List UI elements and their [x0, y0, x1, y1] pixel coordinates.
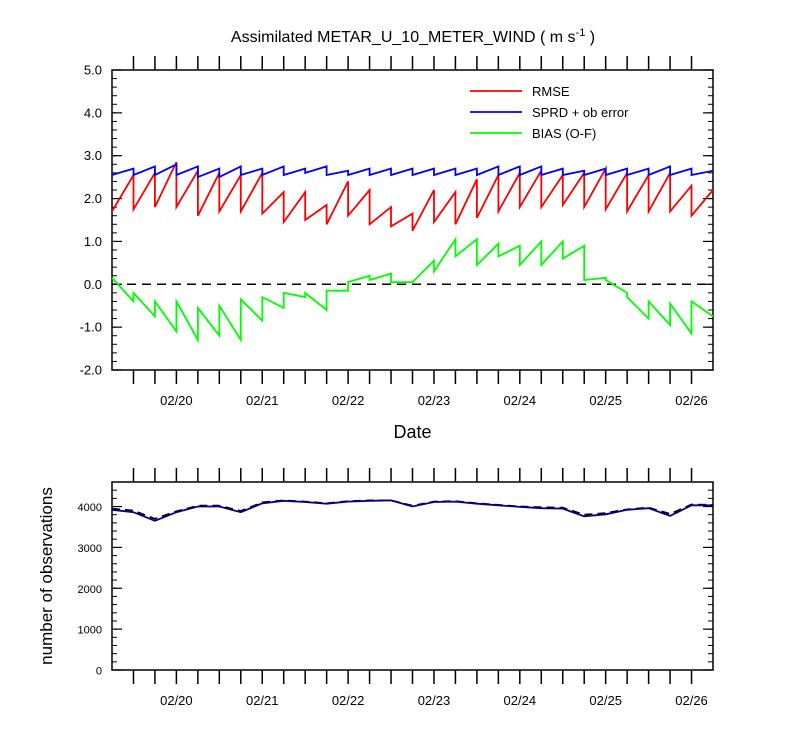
x-tick-label: 02/26 [675, 393, 708, 408]
x-tick-label: 02/23 [418, 393, 451, 408]
series-line-bias-o-f [111, 236, 714, 344]
y-tick-label: 0 [96, 666, 102, 678]
chart-title-tail: ) [585, 29, 595, 46]
series-line-solid-1 [111, 499, 713, 522]
bottom-panel: 0 1000 2000 3000 4000 02/20 02/21 02/22 02/23 02/… [37, 468, 714, 708]
y-tick-label: -2.0 [80, 363, 102, 378]
x-tick-label: 02/21 [246, 693, 279, 708]
legend-label: SPRD + ob error [532, 105, 629, 120]
y-tick-label: 2.0 [84, 191, 102, 206]
y-tick-label: 3000 [78, 543, 102, 555]
x-tick-label: 02/20 [160, 393, 193, 408]
x-tick-label: 02/22 [332, 393, 365, 408]
x-axis-label: Date [393, 422, 431, 442]
x-tick-label: 02/21 [246, 393, 279, 408]
x-tick-label: 02/24 [504, 393, 537, 408]
x-tick-label: 02/24 [504, 693, 537, 708]
x-tick-label: 02/23 [418, 693, 451, 708]
legend-label: RMSE [532, 84, 570, 99]
legend-label: BIAS (O-F) [532, 126, 596, 141]
x-tick-label: 02/26 [675, 693, 708, 708]
y-tick-label: 2000 [78, 584, 102, 596]
y-tick-label: 4.0 [84, 105, 102, 120]
series-line-rmse [111, 161, 714, 232]
chart-title-unit-exponent: -1 [576, 27, 586, 39]
y-tick-label: 0.0 [84, 277, 102, 292]
x-tick-label: 02/25 [589, 393, 622, 408]
x-tick-label: 02/22 [332, 693, 365, 708]
y-tick-label: 4000 [78, 502, 102, 514]
y-axis-label: number of observations [37, 487, 56, 665]
y-tick-label: -1.0 [80, 320, 102, 335]
y-tick-label: 3.0 [84, 148, 102, 163]
y-tick-label: 1000 [78, 625, 102, 637]
chart-title-main: Assimilated METAR_U_10_METER_WIND ( m s [231, 29, 576, 46]
series-line-sprd-ob-error [111, 162, 714, 179]
x-tick-label: 02/20 [160, 693, 193, 708]
y-tick-label: 1.0 [84, 234, 102, 249]
x-tick-label: 02/25 [589, 693, 622, 708]
chart-title: Assimilated METAR_U_10_METER_WIND ( m s-… [231, 27, 595, 46]
top-panel: -2.0 -1.0 0.0 1.0 2.0 3.0 4.0 5.0 02/20 02/21 02/2… [80, 56, 714, 442]
series-line-dashed-0 [111, 499, 714, 520]
y-tick-label: 5.0 [84, 63, 102, 78]
